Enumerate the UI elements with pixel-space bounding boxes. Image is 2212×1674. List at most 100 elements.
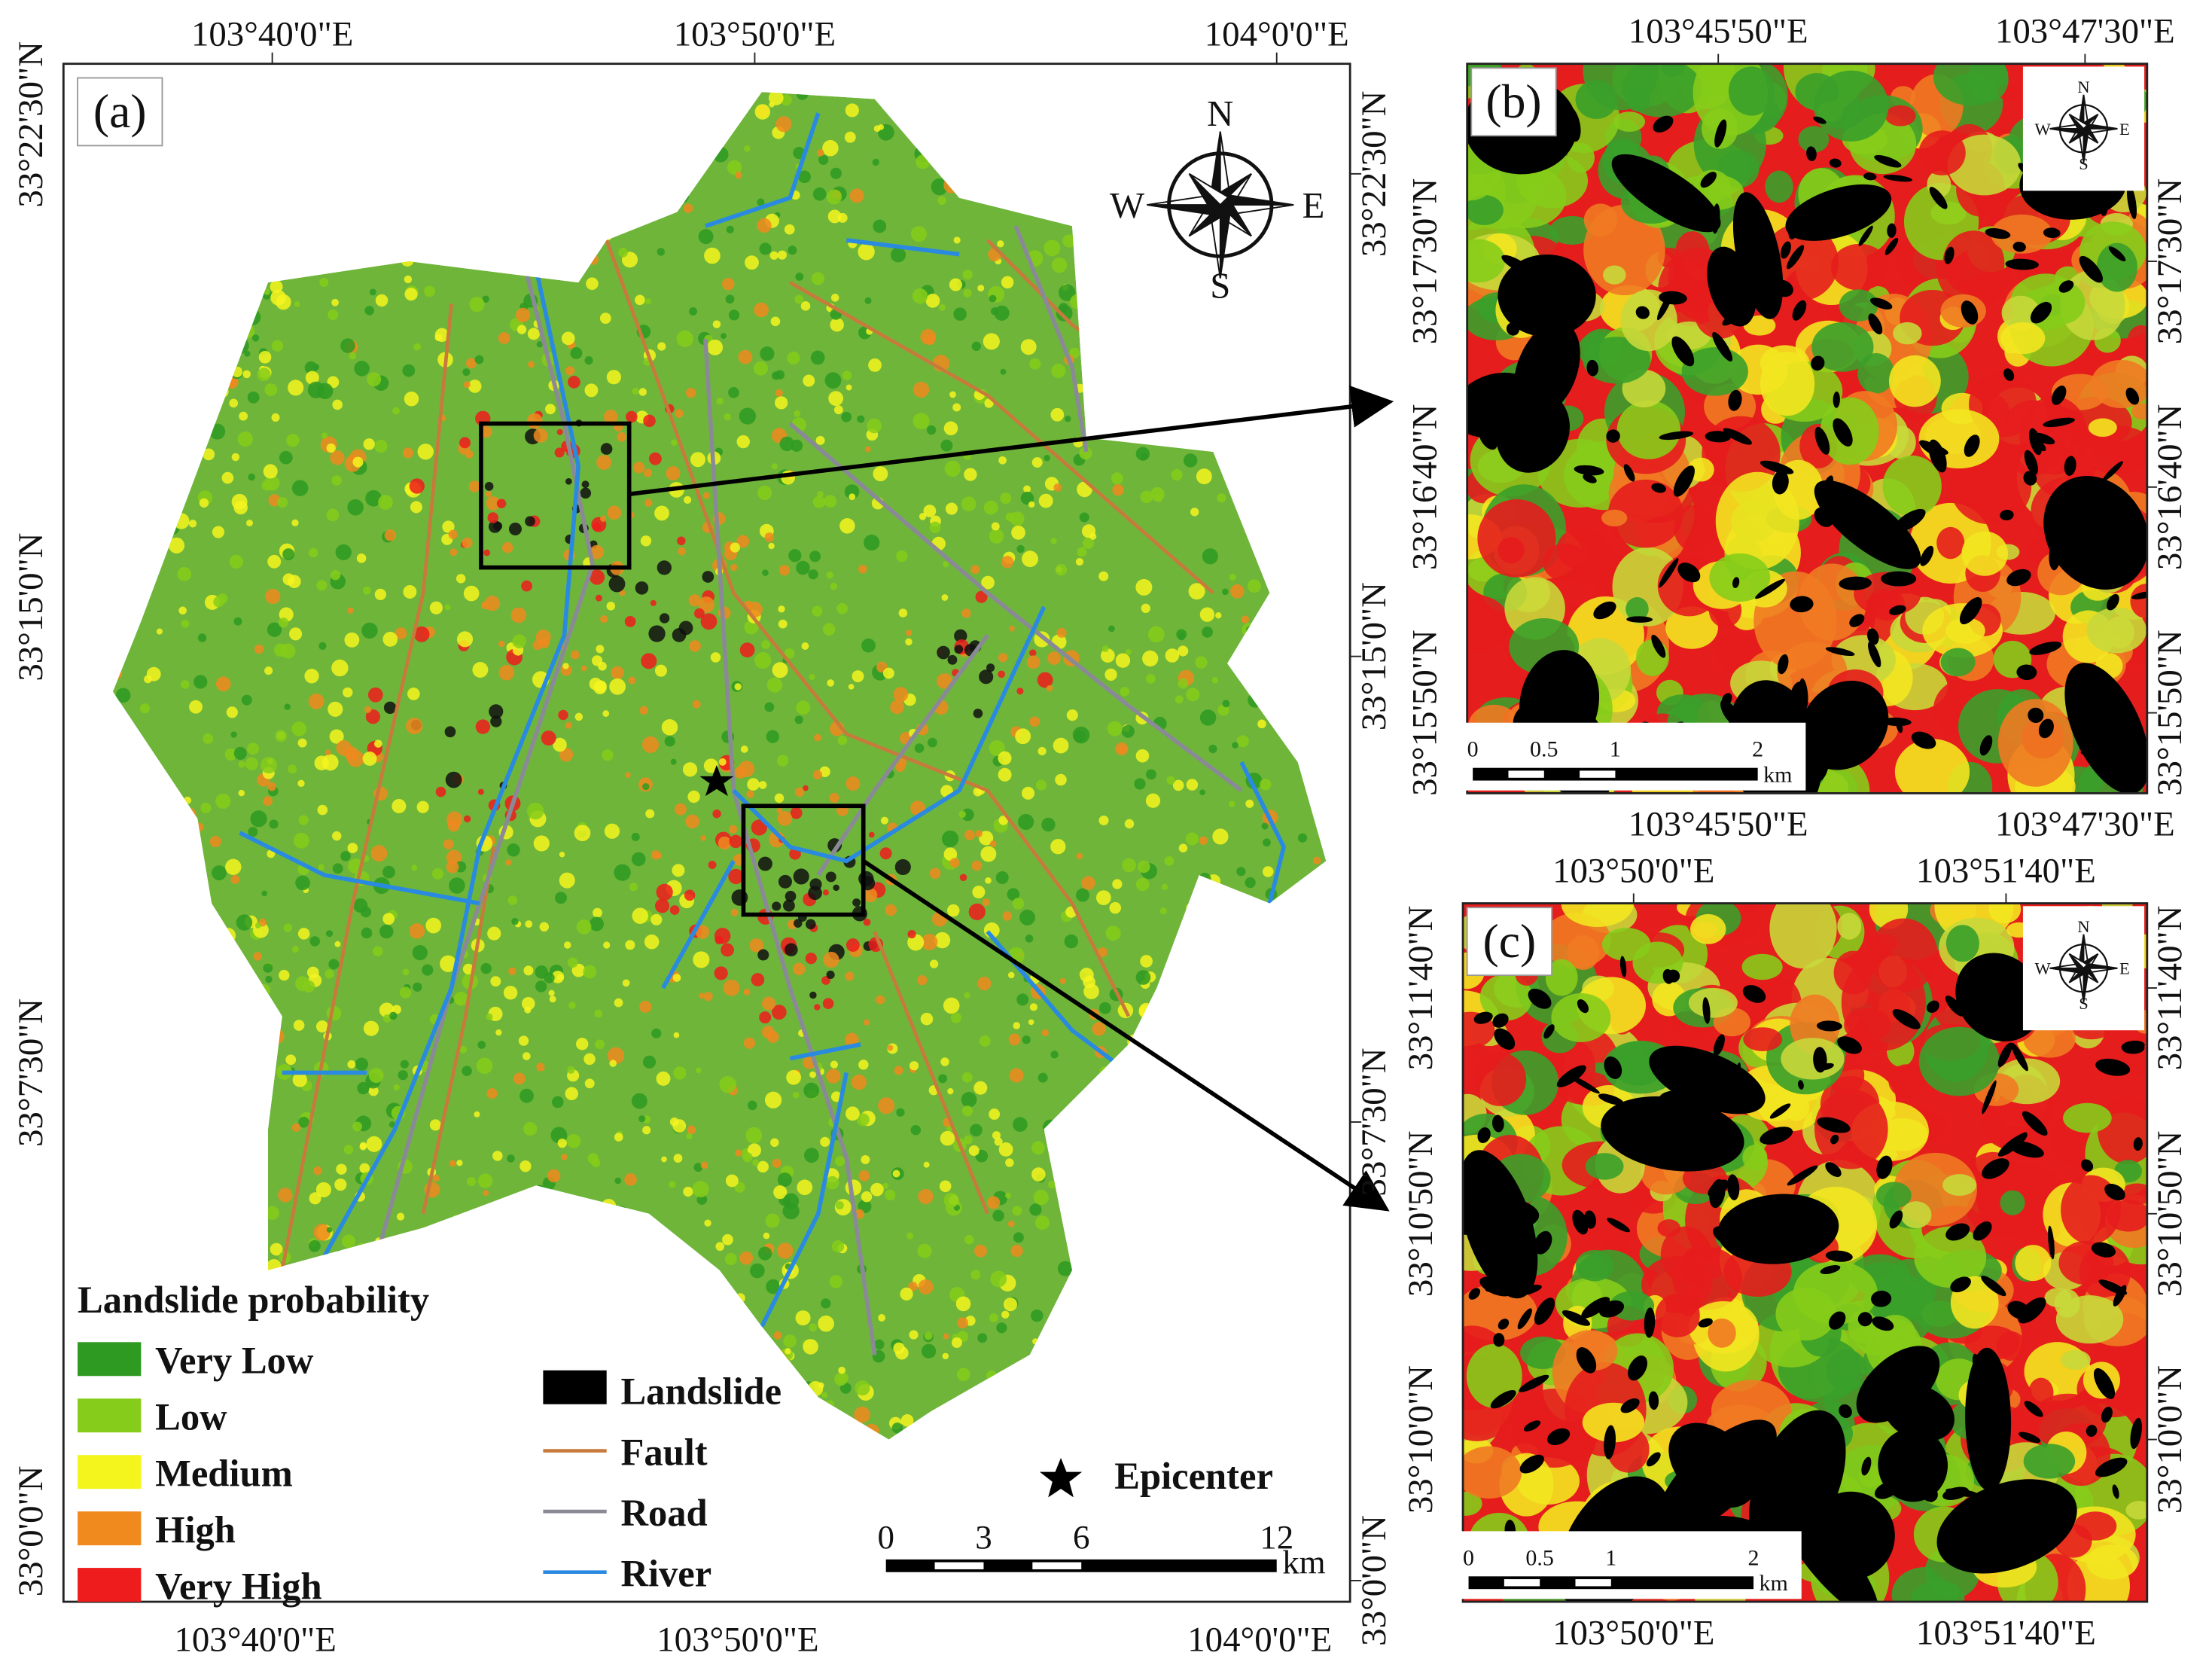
map-cell [587, 254, 599, 265]
map-cell [759, 242, 772, 255]
map-cell [1013, 1117, 1028, 1132]
landslide [1468, 1288, 1481, 1300]
map-cell [1098, 1312, 1105, 1319]
landslide [1620, 1398, 1640, 1413]
map-cell [1164, 325, 1178, 339]
map-cell [446, 1226, 457, 1237]
map-cell [1002, 911, 1013, 921]
map-cell [1267, 425, 1282, 440]
map-cell [169, 502, 181, 514]
susceptibility-unit [1603, 265, 1626, 285]
landslide [2107, 593, 2119, 611]
map-cell [1167, 337, 1179, 349]
map-cell [175, 139, 186, 151]
landslide [2125, 387, 2140, 405]
map-cell [650, 599, 657, 606]
map-cell [760, 346, 775, 361]
map-cell [651, 1310, 663, 1322]
road [788, 422, 1243, 792]
map-cell [543, 1276, 556, 1290]
map-cell [961, 1072, 973, 1083]
map-cell [659, 613, 670, 624]
map-cell [1065, 415, 1071, 422]
map-cell [856, 1113, 870, 1127]
compass-ring [2058, 944, 2109, 993]
zoom-box-c [741, 803, 866, 917]
map-cell [248, 473, 256, 481]
map-cell [1098, 1002, 1111, 1014]
map-cell [1074, 1416, 1088, 1430]
map-cell [306, 1384, 318, 1396]
map-cell [180, 1035, 197, 1051]
map-cell [220, 927, 236, 944]
map-cell [115, 688, 131, 703]
map-cell [237, 250, 249, 262]
map-cell [1304, 1301, 1316, 1313]
map-cell [518, 1035, 529, 1046]
map-cell [175, 217, 182, 224]
map-cell [382, 913, 395, 925]
susceptibility-unit [1708, 1318, 1736, 1348]
compass-letter: E [2119, 959, 2130, 978]
map-cell [798, 170, 811, 184]
map-cell [449, 877, 465, 894]
landslide [1593, 601, 1616, 620]
map-cell [162, 942, 178, 958]
map-cell [844, 484, 860, 499]
map-cell [583, 94, 599, 109]
map-cell [995, 92, 1007, 93]
map-cell [157, 324, 169, 335]
landslide [1477, 1127, 1491, 1143]
map-cell [438, 1285, 456, 1302]
map-cell [703, 758, 718, 773]
map-cell [963, 288, 972, 297]
landslide [1839, 576, 1872, 590]
map-cell [181, 1154, 196, 1169]
map-cell [1328, 1207, 1340, 1219]
map-cell [203, 733, 214, 744]
map-cell [165, 910, 179, 925]
map-cell [178, 135, 185, 142]
map-cell [487, 512, 499, 523]
map-cell [831, 1240, 845, 1253]
map-cell [493, 521, 503, 531]
map-cell [1016, 688, 1024, 695]
map-cell [1175, 92, 1190, 96]
susceptibility-unit [1769, 903, 1837, 969]
map-cell [463, 815, 471, 823]
map-cell [393, 1084, 400, 1090]
landslide [1677, 563, 1701, 583]
map-cell [1262, 267, 1272, 276]
susceptibility-unit [1660, 63, 1685, 77]
map-cell [553, 1354, 569, 1369]
map-cell [1019, 102, 1029, 112]
map-cell [1306, 639, 1315, 648]
map-cell [1038, 493, 1053, 508]
map-cell [279, 450, 293, 465]
map-cell [864, 446, 871, 453]
map-cell [1205, 1308, 1215, 1319]
map-cell [1202, 627, 1213, 638]
map-cell [1138, 860, 1150, 874]
map-cell [318, 249, 331, 261]
map-cell [440, 84, 446, 90]
susceptibility-unit [1839, 289, 1878, 322]
scale-segment [1504, 1579, 1540, 1587]
map-cell [1319, 670, 1327, 685]
map-cell [1247, 990, 1258, 1002]
map-cell [744, 620, 759, 635]
map-cell [1059, 183, 1070, 194]
landslide [1833, 391, 1840, 408]
map-cell [543, 1332, 552, 1340]
landslide [2038, 718, 2054, 739]
landslide [2010, 1042, 2028, 1072]
map-cell [139, 542, 146, 550]
map-cell [553, 1319, 565, 1331]
susceptibility-unit [2086, 1544, 2138, 1580]
map-cell [540, 139, 550, 148]
map-cell [263, 963, 273, 973]
map-cell [160, 399, 175, 415]
map-cell [721, 943, 734, 957]
map-cell [570, 347, 583, 359]
map-cell [595, 1039, 605, 1050]
